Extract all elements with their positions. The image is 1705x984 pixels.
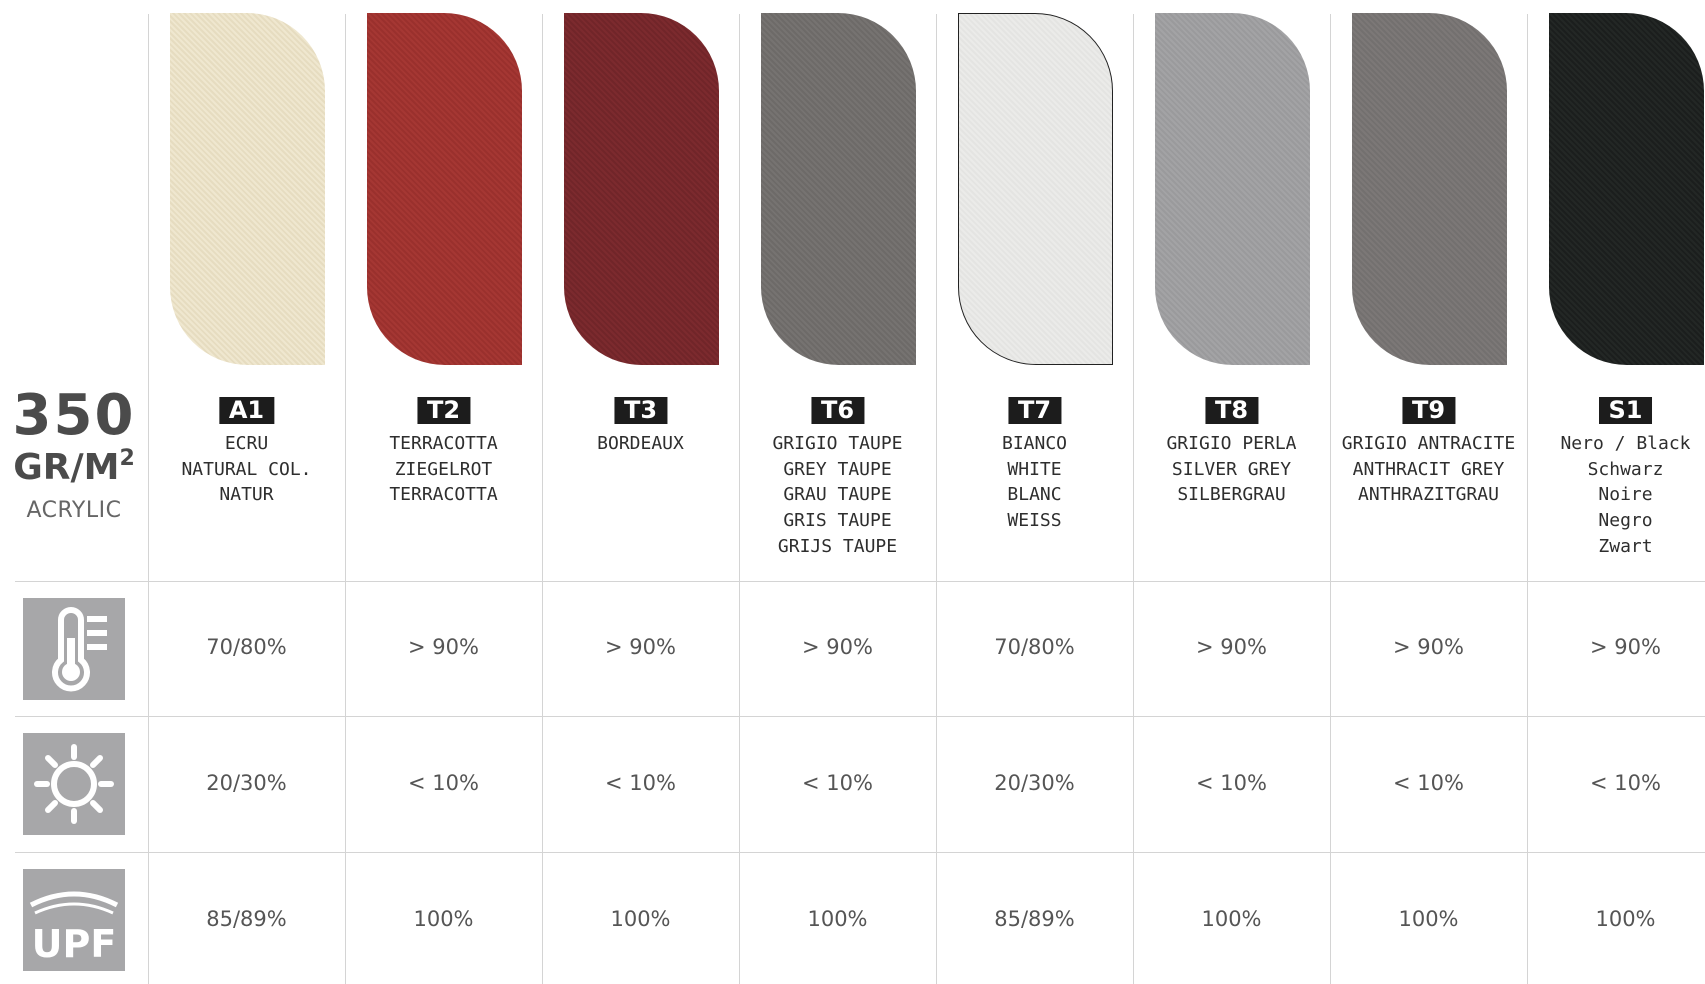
light-value: < 10% xyxy=(605,771,676,795)
column-divider xyxy=(148,14,149,984)
upf-value: 100% xyxy=(413,907,474,931)
upf-value: 100% xyxy=(807,907,868,931)
color-code-badge: A1 xyxy=(218,397,275,424)
color-name-line: NATURAL COL. xyxy=(181,458,312,480)
column-divider xyxy=(1330,14,1331,984)
color-code-badge: T7 xyxy=(1007,397,1062,424)
color-name-line: ANTHRACIT GREY xyxy=(1352,458,1505,480)
color-code-badge: T6 xyxy=(810,397,865,424)
sun-icon xyxy=(23,733,125,835)
color-names: GRIGIO TAUPE GREY TAUPE GRAU TAUPE GRIS TAU… xyxy=(739,431,936,560)
row-divider xyxy=(15,581,1705,582)
color-name-line: GRIGIO TAUPE xyxy=(772,433,903,454)
color-names: Nero / Black Schwarz Noire Negro Zwart xyxy=(1527,431,1705,560)
color-name-line: GRIS TAUPE xyxy=(783,510,892,532)
thermometer-icon xyxy=(23,598,125,700)
fabric-spec: 350 GR/M2 ACRYLIC xyxy=(0,383,148,524)
fabric-swatch xyxy=(169,13,325,365)
color-name-line: BLANC xyxy=(1007,484,1062,506)
light-value: < 10% xyxy=(1590,771,1661,795)
color-code-badge: S1 xyxy=(1598,397,1653,424)
heat-value: > 90% xyxy=(1393,635,1464,659)
weight-unit-superscript: 2 xyxy=(119,446,135,471)
color-name-line: GRAU TAUPE xyxy=(783,484,892,506)
light-value: < 10% xyxy=(1196,771,1267,795)
color-name-line: Noire xyxy=(1598,484,1653,506)
color-name-line: NATUR xyxy=(219,484,274,506)
column-divider xyxy=(739,14,740,984)
column-divider xyxy=(1527,14,1528,984)
color-name-line: GRIGIO ANTRACITE xyxy=(1341,433,1516,454)
color-names: ECRU NATURAL COL. NATUR xyxy=(148,431,345,508)
fabric-swatch xyxy=(1351,13,1507,365)
upf-icon-text: UPF xyxy=(32,922,117,966)
row-divider xyxy=(15,716,1705,717)
upf-value: 100% xyxy=(1595,907,1656,931)
column-divider xyxy=(936,14,937,984)
color-name-line: ECRU xyxy=(224,433,269,454)
fabric-swatch xyxy=(366,13,522,365)
fabric-swatch xyxy=(563,13,719,365)
fabric-material: ACRYLIC xyxy=(26,498,122,523)
color-name-line: ZIEGELROT xyxy=(394,458,493,480)
fabric-swatch xyxy=(957,13,1113,365)
light-value: 20/30% xyxy=(994,771,1075,795)
upf-value: 100% xyxy=(1398,907,1459,931)
column-divider xyxy=(1133,14,1134,984)
upf-value: 100% xyxy=(610,907,671,931)
heat-value: 70/80% xyxy=(994,635,1075,659)
column-divider xyxy=(542,14,543,984)
color-name-line: TERRACOTTA xyxy=(389,484,498,506)
weight-unit-text: GR/M xyxy=(13,447,120,488)
color-name-line: SILVER GREY xyxy=(1171,458,1292,480)
heat-value: > 90% xyxy=(802,635,873,659)
color-name-line: BORDEAUX xyxy=(597,433,684,454)
color-code-badge: T2 xyxy=(416,397,471,424)
color-name-line: GRIGIO PERLA xyxy=(1166,433,1297,454)
color-name-line: WEISS xyxy=(1007,510,1062,532)
color-name-line: Schwarz xyxy=(1587,458,1664,480)
fabric-swatch xyxy=(1548,13,1704,365)
heat-value: > 90% xyxy=(1196,635,1267,659)
upf-value: 85/89% xyxy=(206,907,287,931)
color-names: BORDEAUX xyxy=(542,431,739,457)
heat-value: 70/80% xyxy=(206,635,287,659)
color-name-line: GREY TAUPE xyxy=(783,458,892,480)
fabric-swatch xyxy=(760,13,916,365)
color-name-line: ANTHRAZITGRAU xyxy=(1358,484,1499,506)
color-name-line: WHITE xyxy=(1007,458,1062,480)
color-code-badge: T3 xyxy=(613,397,668,424)
color-names: GRIGIO ANTRACITE ANTHRACIT GREY ANTHRAZITG… xyxy=(1330,431,1527,508)
upf-value: 100% xyxy=(1201,907,1262,931)
color-name-line: Zwart xyxy=(1598,535,1653,557)
color-name-line: BIANCO xyxy=(1001,433,1068,454)
fabric-swatch xyxy=(1154,13,1310,365)
color-names: TERRACOTTA ZIEGELROT TERRACOTTA xyxy=(345,431,542,508)
weight-unit: GR/M2 xyxy=(0,448,148,488)
light-value: < 10% xyxy=(408,771,479,795)
light-value: < 10% xyxy=(1393,771,1464,795)
color-names: GRIGIO PERLA SILVER GREY SILBERGRAU xyxy=(1133,431,1330,508)
light-value: 20/30% xyxy=(206,771,287,795)
heat-value: > 90% xyxy=(605,635,676,659)
color-name-line: GRIJS TAUPE xyxy=(777,535,898,557)
color-code-badge: T9 xyxy=(1401,397,1456,424)
color-name-line: TERRACOTTA xyxy=(389,433,498,454)
fabric-weight: 350 xyxy=(12,383,136,448)
heat-value: > 90% xyxy=(1590,635,1661,659)
color-code-badge: T8 xyxy=(1204,397,1259,424)
column-divider xyxy=(345,14,346,984)
color-names: BIANCO WHITE BLANC WEISS xyxy=(936,431,1133,534)
upf-value: 85/89% xyxy=(994,907,1075,931)
color-name-line: Nero / Black xyxy=(1560,433,1691,454)
light-value: < 10% xyxy=(802,771,873,795)
heat-value: > 90% xyxy=(408,635,479,659)
color-name-line: Negro xyxy=(1598,510,1653,532)
upf-icon: UPF xyxy=(23,869,125,971)
row-divider xyxy=(15,852,1705,853)
color-name-line: SILBERGRAU xyxy=(1177,484,1286,506)
